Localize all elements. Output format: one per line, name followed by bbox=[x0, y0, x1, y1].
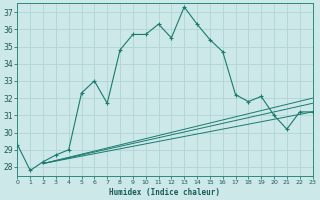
X-axis label: Humidex (Indice chaleur): Humidex (Indice chaleur) bbox=[109, 188, 220, 197]
